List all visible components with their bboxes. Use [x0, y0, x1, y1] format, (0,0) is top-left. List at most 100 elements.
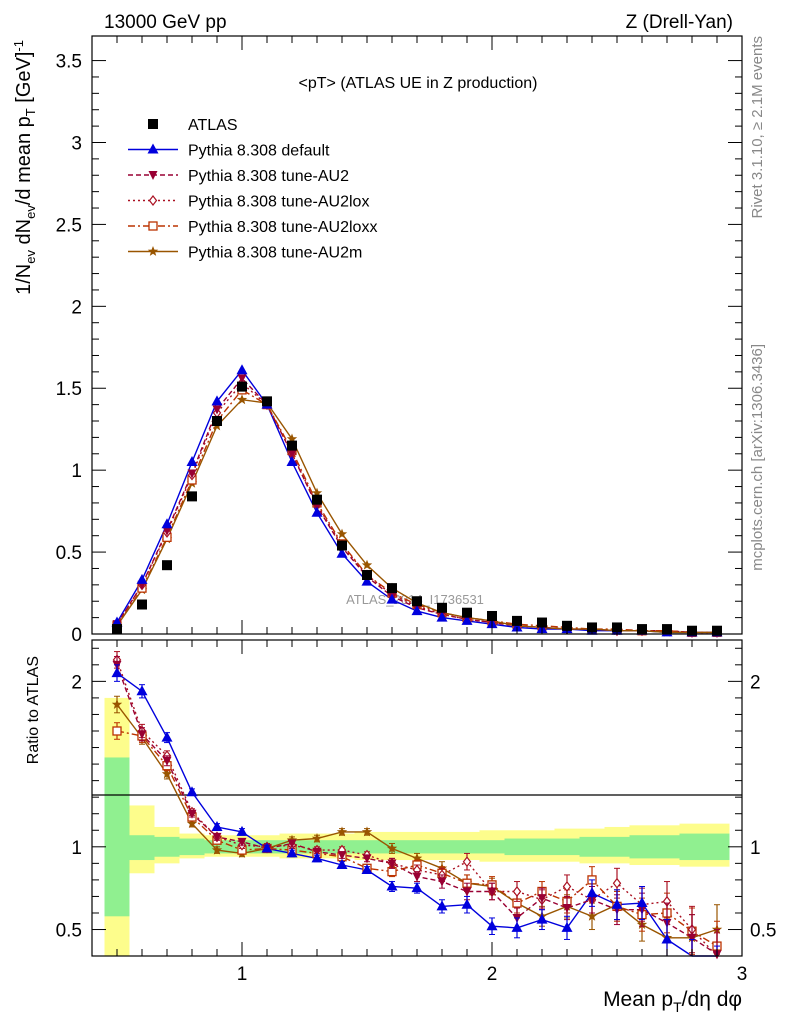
ratio-point-default — [586, 887, 598, 898]
ratio-point-default — [411, 882, 423, 893]
ratio-point-default — [311, 852, 323, 863]
ratio-point-au2m — [411, 852, 423, 863]
ratio-point-au2m — [336, 826, 348, 837]
legend-marker-atlas — [148, 119, 158, 129]
data-point-default — [461, 614, 473, 625]
ratio-point-au2 — [462, 887, 472, 897]
rivet-label: Rivet 3.1.10, ≥ 2.1M events — [749, 36, 766, 219]
ratio-point-au2 — [687, 933, 697, 943]
ratio-y-tick-label: 1 — [71, 838, 82, 859]
main-y-tick-label: 3.5 — [56, 52, 82, 73]
ratio-band-inner — [129, 835, 155, 861]
data-point-atlas — [237, 381, 247, 392]
x-axis-label: Mean pT/dη dφ — [603, 988, 742, 1015]
main-y-tick-label: 0 — [71, 625, 82, 646]
main-y-tick-label: 3 — [71, 133, 82, 154]
data-point-au2 — [187, 469, 197, 479]
data-point-au2 — [237, 374, 247, 384]
ratio-point-au2 — [412, 872, 422, 882]
legend: ATLAS Pythia 8.308 default Pythia 8.308 tu… — [128, 117, 377, 262]
ratio-point-default — [211, 820, 223, 831]
legend-label-atlas: ATLAS — [188, 117, 238, 134]
data-point-atlas — [287, 440, 297, 451]
ratio-point-au2m — [161, 768, 173, 779]
ratio-band-inner — [604, 836, 630, 857]
data-point-atlas — [487, 610, 497, 621]
data-point-default — [111, 616, 123, 627]
ratio-point-au2 — [337, 851, 347, 861]
ratio-band-inner — [454, 840, 480, 854]
data-point-default — [236, 364, 248, 375]
ratio-uncertainty-bands — [104, 697, 730, 956]
ratio-point-au2lox — [612, 877, 622, 889]
main-y-tick-label: 2.5 — [56, 215, 82, 236]
main-y-tick-label: 2 — [71, 297, 82, 318]
ratio-point-default — [636, 897, 648, 908]
data-point-default — [286, 455, 298, 466]
x-tick-label: 3 — [737, 964, 748, 985]
ratio-panel: 0.5 0.5 1 1 2 2 1 2 3 — [56, 639, 776, 985]
ratio-band-inner — [529, 838, 555, 856]
ratio-point-au2lox — [462, 856, 472, 868]
data-point-default — [411, 605, 423, 616]
ratio-point-au2 — [187, 809, 197, 819]
data-point-au2m — [286, 433, 298, 444]
ratio-y-axis-label: Ratio to ATLAS — [25, 656, 42, 764]
ratio-point-au2lox — [512, 885, 522, 897]
ratio-point-au2 — [287, 839, 297, 849]
legend-label-au2lox: Pythia 8.308 tune-AU2lox — [188, 194, 369, 211]
ratio-band-inner — [579, 836, 605, 857]
legend-marker-au2loxx — [148, 221, 158, 231]
ratio-point-default — [511, 921, 523, 932]
ratio-point-au2 — [212, 832, 222, 842]
data-point-atlas — [462, 607, 472, 618]
ratio-point-au2 — [537, 894, 547, 904]
data-point-au2 — [162, 526, 172, 536]
data-point-default — [336, 547, 348, 558]
ratio-band-inner — [429, 840, 455, 854]
main-panel: ATLAS_2014_I1736531 00.511.522.533.5 <pT… — [56, 35, 743, 646]
ratio-y-tick-label-right: 1 — [750, 838, 761, 859]
data-point-default — [211, 395, 223, 406]
ratio-point-default — [236, 825, 248, 836]
data-point-atlas — [187, 491, 197, 502]
ratio-band-inner — [354, 840, 380, 854]
legend-marker-default — [147, 143, 159, 154]
ratio-point-au2m — [111, 699, 123, 709]
ratio-point-default — [386, 880, 398, 891]
data-point-au2 — [287, 449, 297, 459]
ratio-point-default — [261, 842, 273, 853]
ratio-point-default — [661, 933, 673, 944]
ratio-point-default — [361, 863, 373, 874]
ratio-band-inner — [629, 835, 655, 859]
data-point-default — [436, 611, 448, 622]
ratio-point-default — [536, 913, 548, 924]
data-point-atlas — [337, 540, 347, 551]
ratio-point-au2m — [361, 826, 373, 837]
ratio-point-default — [561, 921, 573, 932]
data-point-au2 — [212, 405, 222, 415]
header-left: 13000 GeV pp — [104, 12, 227, 33]
ratio-point-au2m — [311, 833, 323, 843]
mcplots-label: mcplots.cern.ch [arXiv:1306.3436] — [749, 344, 766, 571]
ratio-point-au2 — [362, 854, 372, 864]
ratio-band-inner — [704, 833, 730, 861]
ratio-data-marks — [111, 651, 723, 960]
legend-label-default: Pythia 8.308 default — [188, 143, 330, 160]
ratio-point-au2 — [312, 847, 322, 857]
ratio-band-inner — [654, 835, 680, 859]
legend-label-au2m: Pythia 8.308 tune-AU2m — [188, 245, 362, 262]
data-point-atlas — [562, 620, 572, 631]
ratio-line-au2 — [116, 664, 718, 955]
data-point-default — [386, 593, 398, 604]
data-point-atlas — [437, 602, 447, 613]
legend-marker-au2lox — [148, 195, 158, 206]
data-point-au2m — [311, 487, 323, 498]
data-point-default — [311, 506, 323, 517]
ratio-point-au2m — [586, 910, 598, 921]
ratio-point-default — [461, 898, 473, 909]
ratio-point-default — [186, 786, 198, 797]
data-point-au2m — [361, 559, 373, 570]
ratio-line-au2lox — [116, 659, 718, 957]
